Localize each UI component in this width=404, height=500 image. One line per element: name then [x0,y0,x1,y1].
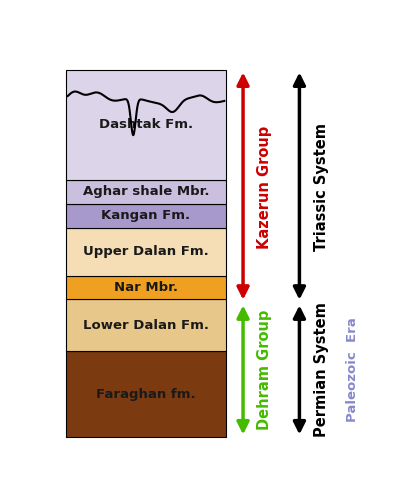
Bar [66,180,226,204]
Bar [66,70,226,180]
Text: Paleozoic  Era: Paleozoic Era [346,318,359,422]
Bar [66,204,226,228]
Text: Kazerun Group: Kazerun Group [257,126,272,248]
Bar [66,276,226,299]
Bar [66,351,226,438]
Text: Aghar shale Mbr.: Aghar shale Mbr. [83,186,209,198]
Bar [66,228,226,276]
Text: Lower Dalan Fm.: Lower Dalan Fm. [83,318,209,332]
Text: Upper Dalan Fm.: Upper Dalan Fm. [83,245,209,258]
Text: Dehram Group: Dehram Group [257,310,272,430]
Text: Permian System: Permian System [314,302,329,438]
Text: Kangan Fm.: Kangan Fm. [101,210,191,222]
Text: Dashtak Fm.: Dashtak Fm. [99,118,193,132]
Text: Nar Mbr.: Nar Mbr. [114,281,178,294]
Text: Triassic System: Triassic System [314,123,329,251]
Bar [66,300,226,351]
Text: Faraghan fm.: Faraghan fm. [96,388,196,400]
